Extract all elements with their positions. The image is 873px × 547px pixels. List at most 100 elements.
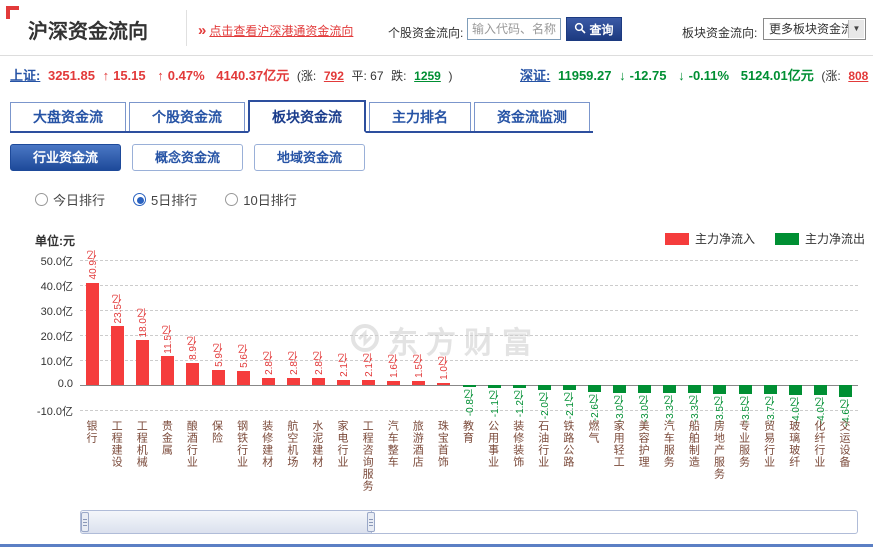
search-button-label: 查询 xyxy=(589,22,614,37)
bar-石油行业[interactable] xyxy=(537,385,551,390)
radio-label: 今日排行 xyxy=(53,193,106,208)
subtab-region-flow[interactable]: 地域资金流 xyxy=(254,144,366,171)
radio-10day-ranking[interactable]: 10日排行 xyxy=(225,190,297,209)
category-label: 工程咨询服务 xyxy=(361,420,374,492)
category-label: 汽车整车 xyxy=(386,420,399,468)
bar-汽车服务[interactable] xyxy=(663,385,677,394)
category-label: 贸易行业 xyxy=(762,420,775,468)
category-label: 教育 xyxy=(461,420,474,444)
sz-turnover: 5124.01亿元 xyxy=(740,68,814,83)
bar-value-label: -3.0亿 xyxy=(615,394,627,422)
sector-flow-label: 板块资金流向: xyxy=(682,26,758,40)
unit-label: 单位:元 xyxy=(35,234,75,248)
bar-交运设备[interactable] xyxy=(838,385,852,397)
bar-value-label: -3.3亿 xyxy=(690,395,702,423)
bar-贵金属[interactable] xyxy=(161,356,175,385)
bar-航空机场[interactable] xyxy=(286,378,300,385)
tab-sector-flow[interactable]: 板块资金流 xyxy=(248,100,366,133)
legend-inflow-label: 主力净流入 xyxy=(694,232,755,246)
bar-装修建材[interactable] xyxy=(261,378,275,385)
down-arrow-icon: ↓ xyxy=(619,68,626,83)
bar-珠宝首饰[interactable] xyxy=(437,382,451,385)
hsgt-flow-link[interactable]: » 点击查看沪深港通资金流向 xyxy=(198,22,353,39)
bar-工程咨询服务[interactable] xyxy=(362,379,376,385)
bar-银行[interactable] xyxy=(86,282,100,385)
stock-search-input[interactable] xyxy=(467,18,561,40)
y-axis-tick: -10.0亿 xyxy=(36,406,73,418)
sz-up-count[interactable]: 808 xyxy=(848,69,869,83)
gridline xyxy=(80,410,858,411)
bar-船舶制造[interactable] xyxy=(688,385,702,394)
sh-flat: 平: 67 xyxy=(351,69,384,83)
radio-label: 5日排行 xyxy=(151,193,198,208)
bar-教育[interactable] xyxy=(462,385,476,387)
sh-change: ↑ 15.15 xyxy=(102,68,146,83)
bar-专业服务[interactable] xyxy=(738,385,752,394)
category-label: 酿酒行业 xyxy=(185,420,198,468)
category-label: 汽车服务 xyxy=(662,420,675,468)
sh-paren: ) xyxy=(448,69,453,83)
bar-家用轻工[interactable] xyxy=(613,385,627,393)
bar-value-label: -1.1亿 xyxy=(489,389,501,417)
bar-value-label: 2.8亿 xyxy=(313,351,325,375)
sub-tabs: 行业资金流 概念资金流 地域资金流 xyxy=(10,144,366,171)
up-arrow-icon: ↑ xyxy=(157,68,164,83)
sz-price: 11959.27 xyxy=(557,68,612,83)
sh-index-link[interactable]: 上证: xyxy=(10,68,41,83)
radio-today-ranking[interactable]: 今日排行 xyxy=(35,190,105,209)
category-label: 装修建材 xyxy=(260,420,273,468)
navigator-selected-range[interactable] xyxy=(81,511,375,533)
bar-工程建设[interactable] xyxy=(111,326,125,385)
bar-家电行业[interactable] xyxy=(337,379,351,385)
bar-汽车整车[interactable] xyxy=(387,381,401,385)
category-label: 旅游酒店 xyxy=(411,420,424,468)
bar-酿酒行业[interactable] xyxy=(186,362,200,385)
bar-装修装饰[interactable] xyxy=(512,385,526,388)
legend-outflow-swatch xyxy=(774,232,799,245)
category-label: 石油行业 xyxy=(536,420,549,468)
subtab-concept-flow[interactable]: 概念资金流 xyxy=(132,144,244,171)
page-bottom-border xyxy=(0,544,873,547)
navigator-right-handle[interactable] xyxy=(367,512,375,532)
sh-up-count[interactable]: 792 xyxy=(323,69,344,83)
tab-main-ranking[interactable]: 主力排名 xyxy=(369,102,471,131)
legend-inflow-swatch xyxy=(664,232,689,245)
bar-value-label: 2.1亿 xyxy=(364,352,376,377)
sh-down-count[interactable]: 1259 xyxy=(414,69,441,83)
sz-pct: ↓ -0.11% xyxy=(678,68,730,83)
y-axis-tick: 40.0亿 xyxy=(40,281,73,293)
y-axis-tick: 0.0 xyxy=(57,378,73,390)
watermark-text: 东方财富 xyxy=(388,327,540,360)
tab-market-flow[interactable]: 大盘资金流 xyxy=(10,102,126,131)
category-label: 玻璃玻纤 xyxy=(787,420,800,468)
navigator-left-handle[interactable] xyxy=(81,512,89,532)
bar-水泥建材[interactable] xyxy=(311,378,325,385)
bar-燃气[interactable] xyxy=(587,385,601,392)
bar-铁路公路[interactable] xyxy=(562,385,576,391)
category-label: 公用事业 xyxy=(486,420,499,468)
bar-美容护理[interactable] xyxy=(638,385,652,393)
bar-房地产服务[interactable] xyxy=(713,385,727,394)
sz-index-link[interactable]: 深证: xyxy=(520,68,551,83)
bar-value-label: 40.9亿 xyxy=(88,250,100,280)
down-arrow-icon: ↓ xyxy=(678,68,685,83)
bar-保险[interactable] xyxy=(211,370,225,385)
bar-旅游酒店[interactable] xyxy=(412,381,426,385)
bar-化纤行业[interactable] xyxy=(813,385,827,395)
subtab-industry-flow[interactable]: 行业资金流 xyxy=(10,144,122,171)
tab-flow-monitor[interactable]: 资金流监测 xyxy=(474,102,590,131)
bar-工程机械[interactable] xyxy=(136,340,150,385)
bar-公用事业[interactable] xyxy=(487,385,501,388)
sector-select[interactable]: 更多板块资金流向 ▼ xyxy=(763,18,866,40)
chart-range-navigator[interactable] xyxy=(80,510,858,534)
y-axis-tick: 20.0亿 xyxy=(40,331,73,343)
search-button[interactable]: 查询 xyxy=(566,17,622,41)
category-label: 专业服务 xyxy=(737,420,750,468)
tab-stock-flow[interactable]: 个股资金流 xyxy=(129,102,245,131)
category-label: 装修装饰 xyxy=(511,420,524,468)
up-arrow-icon: ↑ xyxy=(102,68,110,83)
bar-钢铁行业[interactable] xyxy=(236,371,250,385)
bar-贸易行业[interactable] xyxy=(763,385,777,395)
bar-玻璃玻纤[interactable] xyxy=(788,385,802,395)
radio-5day-ranking[interactable]: 5日排行 xyxy=(133,190,197,209)
